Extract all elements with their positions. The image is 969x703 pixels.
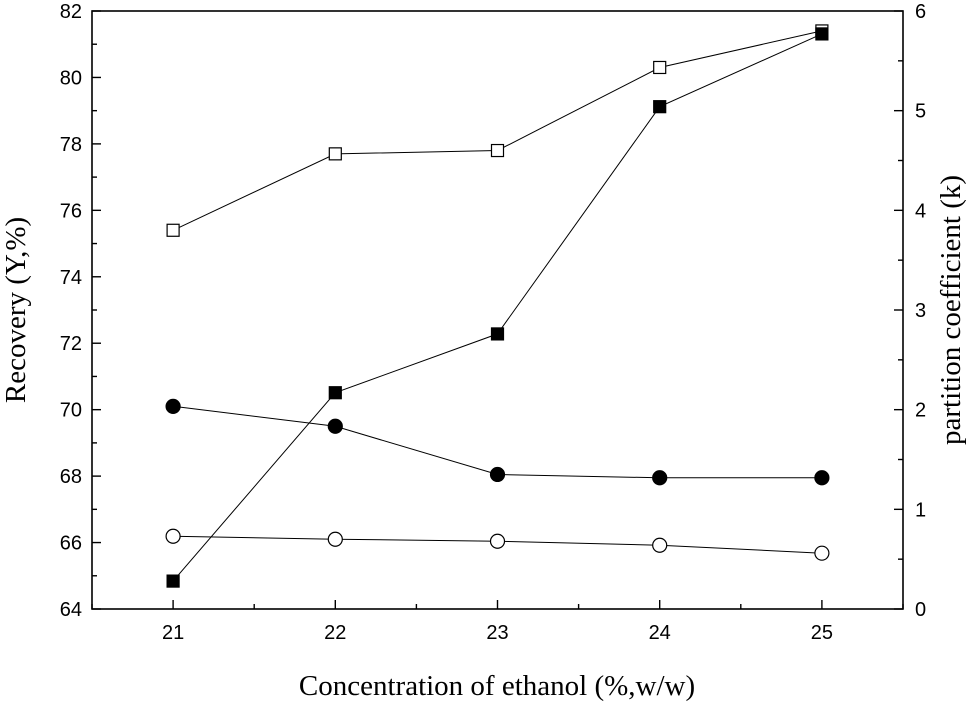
y-tick-label: 78 [60, 134, 82, 156]
x-tick-label: 25 [811, 622, 833, 644]
series-1 [166, 24, 829, 237]
x-tick-label: 21 [162, 622, 184, 644]
data-point [814, 470, 830, 486]
plot-area [91, 10, 904, 610]
y-tick-label: 72 [60, 333, 82, 355]
data-point [166, 574, 180, 588]
series-3 [166, 27, 829, 588]
y-tick-label: 82 [60, 1, 82, 23]
data-point [327, 418, 343, 434]
y-tick-label: 66 [60, 533, 82, 555]
data-point [652, 537, 668, 553]
data-point [815, 27, 829, 41]
y2-tick-label: 2 [915, 400, 926, 422]
y2-tick-label: 4 [915, 200, 926, 222]
y-tick-label: 70 [60, 400, 82, 422]
series-line [172, 30, 823, 231]
x-axis-title: Concentration of ethanol (%,w/w) [299, 670, 695, 702]
data-point [327, 531, 343, 547]
y-axis-left: 64 66 68 70 72 74 76 78 80 82 [60, 1, 101, 621]
data-point [653, 60, 667, 75]
x-tick-label: 22 [324, 622, 346, 644]
y-axis-right: 0 1 2 3 4 5 6 [894, 1, 926, 621]
y-axis-title: Recovery (Y,%) [0, 217, 32, 403]
y2-tick-label: 6 [915, 1, 926, 23]
x-tick-label: 23 [486, 622, 508, 644]
data-point [490, 143, 505, 158]
data-point [652, 470, 668, 486]
y2-tick-label: 3 [915, 300, 926, 322]
series-line [172, 33, 823, 582]
y2-axis-title: partition coefficient (k) [935, 175, 967, 445]
series-2 [165, 398, 830, 486]
series-4 [165, 528, 830, 561]
y2-tick-label: 1 [915, 499, 926, 521]
data-point [328, 386, 342, 400]
data-point [166, 223, 180, 237]
y2-tick-label: 0 [915, 599, 926, 621]
y-tick-label: 80 [60, 67, 82, 89]
y-tick-label: 64 [60, 599, 82, 621]
data-point [814, 545, 830, 561]
data-point [165, 528, 181, 544]
data-point [165, 398, 181, 414]
data-point [328, 147, 342, 161]
y-tick-label: 76 [60, 200, 82, 222]
y2-tick-label: 5 [915, 101, 926, 123]
data-point [653, 100, 667, 114]
data-point [489, 533, 506, 549]
series-group [165, 24, 830, 588]
x-axis: 21 22 23 24 25 [91, 600, 904, 644]
plot-frame [91, 10, 904, 610]
data-point [489, 466, 506, 483]
data-point [490, 327, 505, 341]
y-tick-label: 74 [60, 267, 82, 289]
x-tick-label: 24 [649, 622, 671, 644]
y-tick-label: 68 [60, 466, 82, 488]
